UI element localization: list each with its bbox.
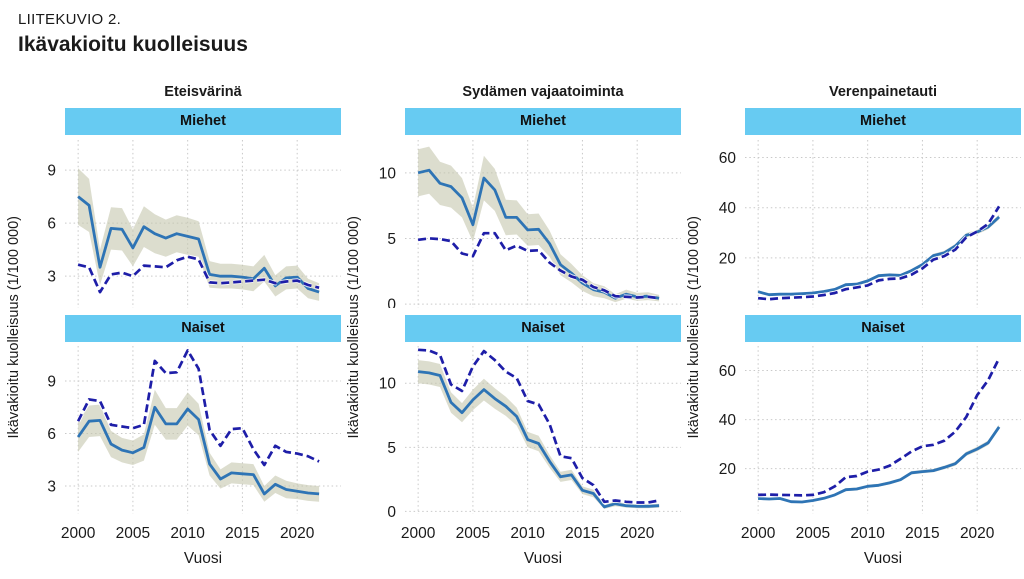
svg-text:2005: 2005 <box>796 525 830 542</box>
svg-text:2020: 2020 <box>620 525 655 542</box>
svg-text:2010: 2010 <box>850 525 885 542</box>
svg-text:2020: 2020 <box>280 525 315 542</box>
svg-text:2015: 2015 <box>565 525 599 542</box>
svg-text:Vuosi: Vuosi <box>524 550 562 566</box>
svg-text:10: 10 <box>379 376 397 393</box>
figure-eyebrow: LIITEKUVIO 2. <box>18 11 122 28</box>
svg-text:9: 9 <box>47 163 56 180</box>
svg-text:2000: 2000 <box>741 525 776 542</box>
chart-column-eteisvarina: Eteisvärinä Ikävakioitu kuolleisuus (1/1… <box>6 84 341 574</box>
svg-text:3: 3 <box>47 269 56 286</box>
svg-text:2005: 2005 <box>456 525 490 542</box>
svg-text:Vuosi: Vuosi <box>864 550 902 566</box>
chart-column-sydamen-vajaatoiminta: Sydämen vajaatoiminta Ikävakioitu kuolle… <box>346 84 681 574</box>
chart-title: Verenpainetauti <box>829 84 937 100</box>
svg-text:6: 6 <box>47 216 56 233</box>
svg-text:20: 20 <box>719 250 737 267</box>
svg-text:40: 40 <box>719 412 737 429</box>
line-chart-verenpainetauti-miehet: 20 40 60 <box>719 140 1021 308</box>
svg-text:6: 6 <box>47 426 56 443</box>
svg-text:2000: 2000 <box>401 525 436 542</box>
chart-title: Eteisvärinä <box>164 84 242 100</box>
svg-text:2010: 2010 <box>170 525 205 542</box>
facet-header-miehet: Miehet <box>405 108 681 135</box>
svg-text:9: 9 <box>47 374 56 391</box>
figure-title: Ikävakioitu kuolleisuus <box>18 33 248 56</box>
line-chart-eteisvarina-naiset: 3 6 9 2000 2005 2010 2015 2020 Vuosi <box>47 346 341 566</box>
svg-text:10: 10 <box>379 165 397 182</box>
svg-text:0: 0 <box>387 297 396 308</box>
svg-text:2020: 2020 <box>960 525 995 542</box>
line-chart-vajaatoiminta-miehet: 0 5 10 <box>379 140 681 308</box>
svg-text:2015: 2015 <box>905 525 939 542</box>
facet-header-miehet: Miehet <box>65 108 341 135</box>
facet-header-naiset: Naiset <box>745 315 1021 342</box>
line-chart-vajaatoiminta-naiset: 0 5 10 2000 2005 2010 2015 2020 Vuosi <box>379 346 681 566</box>
svg-text:60: 60 <box>719 150 737 167</box>
svg-text:20: 20 <box>719 461 737 478</box>
svg-text:2000: 2000 <box>61 525 96 542</box>
svg-text:5: 5 <box>387 231 396 248</box>
svg-text:2005: 2005 <box>116 525 150 542</box>
svg-text:3: 3 <box>47 479 56 496</box>
facet-header-naiset: Naiset <box>65 315 341 342</box>
chart-column-verenpainetauti: Verenpainetauti Ikävakioitu kuolleisuus … <box>686 84 1021 574</box>
line-chart-eteisvarina-miehet: 3 6 9 <box>47 140 341 308</box>
line-chart-verenpainetauti-naiset: 20 40 60 2000 2005 2010 2015 2020 Vuosi <box>719 346 1021 566</box>
svg-text:2015: 2015 <box>225 525 259 542</box>
svg-text:0: 0 <box>387 504 396 521</box>
svg-text:Vuosi: Vuosi <box>184 550 222 566</box>
facet-header-miehet: Miehet <box>745 108 1021 135</box>
svg-text:5: 5 <box>387 440 396 457</box>
svg-text:2010: 2010 <box>510 525 545 542</box>
facet-header-naiset: Naiset <box>405 315 681 342</box>
svg-text:40: 40 <box>719 200 737 217</box>
chart-title: Sydämen vajaatoiminta <box>462 84 624 100</box>
svg-text:60: 60 <box>719 363 737 380</box>
